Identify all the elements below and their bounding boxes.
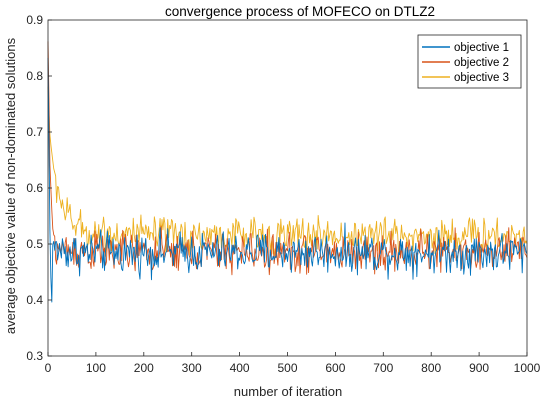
y-tick-label: 0.7 [26,125,43,139]
series-line-objective-3 [47,86,528,258]
y-tick-label: 0.5 [26,237,43,251]
y-tick-label: 0.4 [26,293,43,307]
x-tick-label: 800 [421,361,441,375]
legend-label-objective-1: objective 1 [454,42,509,54]
x-tick-label: 100 [86,361,106,375]
legend-label-objective-2: objective 2 [454,57,509,69]
x-tick-label: 700 [373,361,393,375]
x-tick-label: 200 [134,361,154,375]
series-line-objective-2 [47,41,528,276]
x-tick-label: 300 [182,361,202,375]
x-tick-label: 600 [325,361,345,375]
y-tick-label: 0.9 [26,13,43,27]
x-tick-label: 0 [45,361,52,375]
x-axis-label: number of iteration [234,384,342,399]
y-tick-label: 0.3 [26,349,43,363]
x-tick-label: 400 [230,361,250,375]
series-line-objective-1 [47,57,528,303]
y-axis-label: average objective value of non-dominated… [3,37,18,334]
legend-label-objective-3: objective 3 [454,72,509,84]
chart-title: convergence process of MOFECO on DTLZ2 [165,4,435,19]
x-axis: 0 100 200 300 400 500 600 700 800 900 1000 [45,352,541,375]
x-tick-label: 500 [277,361,297,375]
y-tick-label: 0.6 [26,181,43,195]
y-axis: 0.3 0.4 0.5 0.6 0.7 0.8 0.9 [26,13,52,363]
x-tick-label: 900 [469,361,489,375]
y-tick-label: 0.8 [26,69,43,83]
legend: objective 1 objective 2 objective 3 [417,34,522,89]
x-tick-label: 1000 [514,361,541,375]
plot-lines [47,41,528,303]
